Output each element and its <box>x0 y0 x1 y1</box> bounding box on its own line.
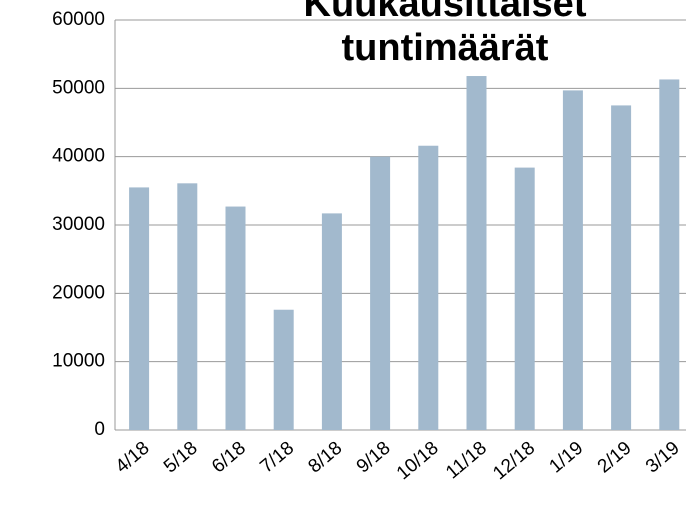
x-tick-label: 5/18 <box>160 438 202 478</box>
x-tick-label: 8/18 <box>305 438 347 478</box>
bar <box>466 76 487 431</box>
y-tick-label: 40000 <box>52 146 105 167</box>
x-tick-label: 11/18 <box>442 438 491 484</box>
bar <box>514 167 535 430</box>
chart-title: Kuukausittaiset tuntimäärät <box>303 0 587 69</box>
x-tick-label: 7/18 <box>256 438 298 478</box>
x-tick-label: 12/18 <box>489 438 539 485</box>
y-tick-label: 10000 <box>52 351 105 372</box>
bar <box>370 156 391 430</box>
bar <box>562 90 583 430</box>
bar <box>321 213 342 430</box>
y-tick-label: 60000 <box>52 9 105 30</box>
y-tick-label: 0 <box>94 419 105 440</box>
x-tick-label: 2/19 <box>594 438 636 478</box>
x-tick-label: 10/18 <box>393 438 443 485</box>
x-tick-label: 6/18 <box>208 438 250 478</box>
x-tick-label: 4/18 <box>112 438 154 478</box>
bar <box>611 105 632 431</box>
bar <box>129 187 150 430</box>
y-tick-label: 20000 <box>52 282 105 303</box>
x-tick-label: 9/18 <box>353 438 395 478</box>
bar <box>225 206 246 430</box>
x-tick-label: 3/19 <box>642 438 684 478</box>
bar <box>273 309 294 430</box>
y-tick-label: 50000 <box>52 77 105 98</box>
bar <box>177 183 198 430</box>
bar <box>659 79 680 430</box>
x-tick-label: 1/19 <box>546 438 588 478</box>
y-tick-label: 30000 <box>52 214 105 235</box>
bar <box>418 145 439 430</box>
